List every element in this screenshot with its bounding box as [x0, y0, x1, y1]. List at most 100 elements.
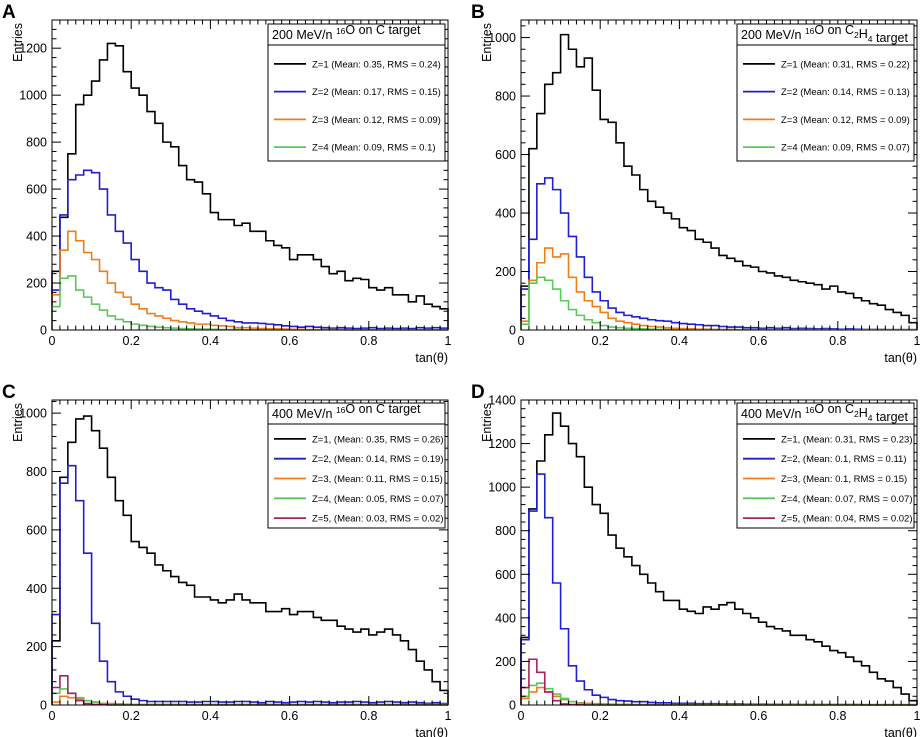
- legend-entry: Z=3 (Mean: 0.12, RMS = 0.09): [781, 115, 910, 126]
- x-tick-label: 0.6: [281, 709, 298, 723]
- y-tick-label: 1200: [488, 437, 516, 451]
- x-tick-label: 1: [914, 709, 920, 723]
- legend-title-tail: target: [873, 31, 909, 45]
- histogram-z1: [520, 412, 918, 705]
- legend-entry: Z=4 (Mean: 0.09, RMS = 0.1): [312, 143, 436, 154]
- x-axis-title: tan(θ): [415, 351, 448, 365]
- x-tick-label: 0.4: [671, 334, 688, 348]
- y-tick-label: 0: [40, 699, 47, 713]
- x-tick-label: 0.6: [750, 709, 767, 723]
- x-tick-label: 0: [49, 709, 56, 723]
- y-tick-label: 600: [26, 523, 47, 537]
- legend-title-sub2: 4: [868, 34, 873, 44]
- x-tick-label: 0.2: [592, 709, 609, 723]
- x-tick-label: 0.8: [829, 334, 846, 348]
- legend-title-post: O on C target: [345, 402, 421, 416]
- panel-a: A 0 0.2 0.4 0.6 0.8 1 0 200 400 600 800 1000 1200 tan(…: [2, 2, 452, 365]
- panel-b: B 0 0.2 0.4 0.6 0.8 1 0 200 400 600 800 1000 tan(θ) En…: [471, 2, 920, 365]
- x-tick-label: 0.4: [202, 334, 219, 348]
- y-tick-label: 0: [40, 324, 47, 338]
- x-tick-label: 1: [914, 334, 920, 348]
- x-tick-label: 0.2: [592, 334, 609, 348]
- x-tick-label: 0.2: [123, 709, 140, 723]
- x-tick-label: 0.8: [360, 709, 377, 723]
- y-tick-label: 800: [495, 90, 516, 104]
- y-axis-title: Entries: [11, 23, 25, 62]
- x-axis-title: tan(θ): [415, 726, 448, 737]
- legend-title: 400 MeV/n 16O on C2H4 target: [741, 402, 908, 424]
- y-tick-label: 800: [495, 524, 516, 538]
- x-tick-label: 0.2: [123, 334, 140, 348]
- legend-entry: Z=3, (Mean: 0.1, RMS = 0.15): [781, 474, 907, 485]
- legend-box: [267, 402, 446, 529]
- legend-title-sup: 16: [336, 405, 346, 415]
- legend-title: 200 MeV/n 16O on C2H4 target: [741, 23, 908, 45]
- y-tick-label: 400: [26, 582, 47, 596]
- y-tick-label: 1000: [488, 481, 516, 495]
- y-tick-label: 0: [509, 699, 516, 713]
- x-tick-label: 0.8: [360, 334, 377, 348]
- legend-title-sub: 2: [854, 30, 859, 40]
- x-tick-label: 0.4: [671, 709, 688, 723]
- x-tick-label: 1: [445, 709, 452, 723]
- legend-title-mid: H: [859, 406, 868, 420]
- histogram-z1: [51, 42, 449, 330]
- y-tick-label: 1000: [19, 407, 47, 421]
- y-tick-label: 400: [495, 207, 516, 221]
- histogram-z4: [51, 275, 449, 331]
- legend-title-sup: 16: [805, 26, 815, 36]
- x-tick-label: 0.8: [829, 709, 846, 723]
- legend: 200 MeV/n 16O on C2H4 target Z=1 (Mean: 0…: [736, 23, 915, 162]
- legend-entry: Z=2 (Mean: 0.14, RMS = 0.13): [781, 87, 910, 98]
- y-tick-label: 1400: [488, 394, 516, 408]
- y-axis-title: Entries: [480, 403, 494, 442]
- panel-letter: B: [471, 2, 485, 23]
- legend-title: 400 MeV/n 16O on C target: [272, 402, 421, 421]
- histogram-z4: [520, 276, 918, 331]
- y-tick-label: 800: [26, 136, 47, 150]
- x-tick-label: 0.4: [202, 709, 219, 723]
- legend-entry: Z=5, (Mean: 0.03, RMS = 0.02): [312, 514, 443, 525]
- legend: 400 MeV/n 16O on C2H4 target Z=1, (Mean: …: [736, 402, 915, 529]
- legend-entry: Z=4, (Mean: 0.07, RMS = 0.07): [781, 494, 912, 505]
- y-axis-title: Entries: [11, 403, 25, 442]
- legend-title-pre: 200 MeV/n: [272, 28, 336, 42]
- x-tick-label: 0: [518, 709, 525, 723]
- panel-letter: C: [2, 382, 16, 403]
- legend: 400 MeV/n 16O on C target Z=1, (Mean: 0.3…: [267, 402, 446, 529]
- x-tick-label: 0.6: [281, 334, 298, 348]
- legend-entry: Z=2, (Mean: 0.1, RMS = 0.11): [781, 454, 907, 465]
- y-tick-label: 400: [26, 230, 47, 244]
- legend-title-sup: 16: [805, 405, 815, 415]
- legend-title-sub2: 4: [868, 413, 873, 423]
- y-tick-label: 800: [26, 465, 47, 479]
- legend-entry: Z=2, (Mean: 0.14, RMS = 0.19): [312, 454, 443, 465]
- x-tick-label: 1: [445, 334, 452, 348]
- legend-entry: Z=2 (Mean: 0.17, RMS = 0.15): [312, 87, 441, 98]
- legend-title-sub: 2: [854, 409, 859, 419]
- x-tick-label: 0: [518, 334, 525, 348]
- legend-title-pre: 400 MeV/n: [272, 407, 336, 421]
- legend-entry: Z=1, (Mean: 0.31, RMS = 0.23): [781, 434, 912, 445]
- legend-entry: Z=3 (Mean: 0.12, RMS = 0.09): [312, 115, 441, 126]
- y-axis-title: Entries: [480, 23, 494, 62]
- legend-entry: Z=5, (Mean: 0.04, RMS = 0.02): [781, 514, 912, 525]
- legend-title-pre: 200 MeV/n: [741, 28, 805, 42]
- panel-c: C 0 0.2 0.4 0.6 0.8 1 0 200 400 600 800 1000 tan(θ) En…: [2, 382, 452, 737]
- panel-letter: A: [2, 2, 16, 23]
- panel-letter: D: [471, 382, 485, 403]
- legend-entry: Z=4 (Mean: 0.09, RMS = 0.07): [781, 143, 910, 154]
- x-axis-title: tan(θ): [884, 351, 917, 365]
- legend-entry: Z=1 (Mean: 0.31, RMS = 0.22): [781, 59, 910, 70]
- legend: 200 MeV/n 16O on C target Z=1 (Mean: 0.35…: [267, 23, 446, 162]
- legend-title-tail: target: [873, 410, 909, 424]
- legend-title-post: O on C: [814, 23, 854, 37]
- y-tick-label: 1200: [19, 42, 47, 56]
- y-tick-label: 600: [26, 183, 47, 197]
- legend-title-mid: H: [859, 27, 868, 41]
- y-tick-label: 400: [495, 611, 516, 625]
- histogram-z1: [520, 33, 918, 330]
- legend-entry: Z=1 (Mean: 0.35, RMS = 0.24): [312, 59, 441, 70]
- y-tick-label: 200: [495, 265, 516, 279]
